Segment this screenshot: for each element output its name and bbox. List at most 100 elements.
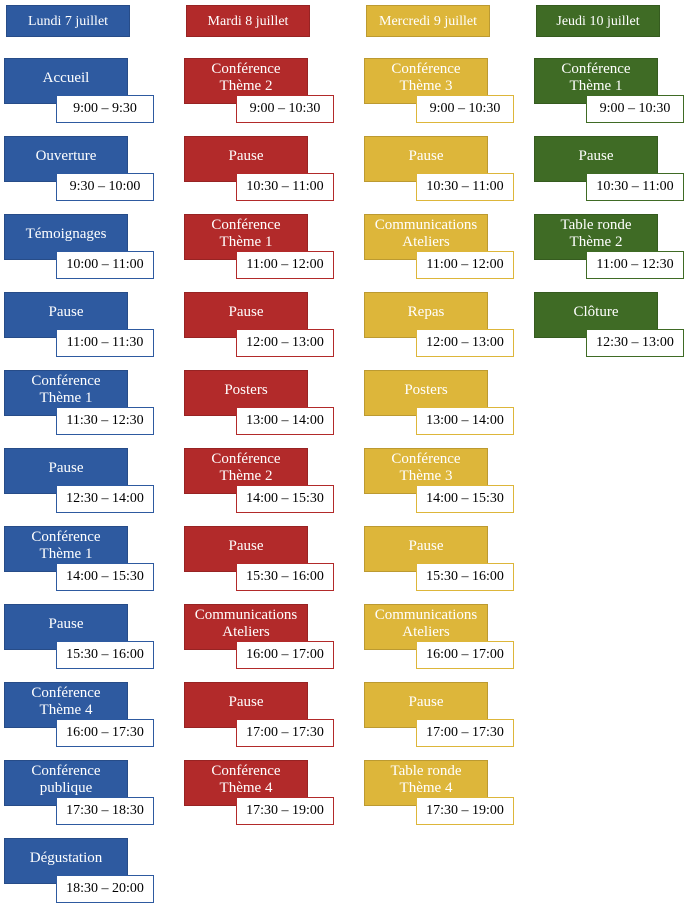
session-block: Conférence Thème 1 11:30 – 12:30 [4, 370, 184, 450]
session-time: 17:00 – 17:30 [416, 719, 514, 747]
session-block: Pause 12:00 – 13:00 [184, 292, 364, 372]
session-block: Conférence Thème 2 9:00 – 10:30 [184, 58, 364, 138]
session-time: 10:30 – 11:00 [416, 173, 514, 201]
session-time: 16:00 – 17:00 [416, 641, 514, 669]
session-block: Conférence Thème 2 14:00 – 15:30 [184, 448, 364, 528]
session-title-line: Thème 3 [399, 78, 453, 94]
session-time: 16:00 – 17:00 [236, 641, 334, 669]
session-title: Conférence publique [4, 760, 128, 806]
session-time: 13:00 – 14:00 [236, 407, 334, 435]
session-time: 12:00 – 13:00 [236, 329, 334, 357]
session-block: Clôture 12:30 – 13:00 [534, 292, 700, 372]
session-time: 14:00 – 15:30 [416, 485, 514, 513]
session-time: 12:30 – 13:00 [586, 329, 684, 357]
session-time: 9:00 – 10:30 [416, 95, 514, 123]
session-block: Communications Ateliers 16:00 – 17:00 [184, 604, 364, 684]
session-block: Posters 13:00 – 14:00 [184, 370, 364, 450]
session-title-line: Thème 2 [569, 234, 623, 250]
session-title-line: Pause [48, 303, 84, 320]
session-title-line: Pause [228, 147, 264, 164]
session-block: Repas 12:00 – 13:00 [364, 292, 544, 372]
session-title-line: Conférence [211, 451, 281, 467]
session-title-line: Ateliers [402, 234, 450, 250]
session-title-line: Thème 1 [39, 546, 93, 562]
session-title-line: Pause [578, 147, 614, 164]
session-time: 17:00 – 17:30 [236, 719, 334, 747]
day-column-jeudi: Jeudi 10 juillet Conférence Thème 1 9:00 – … [530, 0, 700, 910]
session-time: 15:30 – 16:00 [236, 563, 334, 591]
session-time: 17:30 – 19:00 [236, 797, 334, 825]
session-time: 9:30 – 10:00 [56, 173, 154, 201]
session-time: 11:00 – 11:30 [56, 329, 154, 357]
session-title-line: Accueil [42, 69, 90, 86]
session-time: 17:30 – 19:00 [416, 797, 514, 825]
session-title-line: Thème 1 [219, 234, 273, 250]
session-title-line: Thème 4 [219, 780, 273, 796]
session-title-line: Conférence [561, 61, 631, 77]
session-time: 9:00 – 9:30 [56, 95, 154, 123]
session-block: Conférence publique 17:30 – 18:30 [4, 760, 184, 840]
session-time: 11:00 – 12:30 [586, 251, 684, 279]
session-title-line: Communications [374, 607, 478, 623]
session-block: Conférence Thème 4 17:30 – 19:00 [184, 760, 364, 840]
session-block: Accueil 9:00 – 9:30 [4, 58, 184, 138]
session-title-line: Conférence [211, 763, 281, 779]
session-time: 18:30 – 20:00 [56, 875, 154, 903]
session-time: 11:00 – 12:00 [236, 251, 334, 279]
session-block: Conférence Thème 1 11:00 – 12:00 [184, 214, 364, 294]
session-block: Posters 13:00 – 14:00 [364, 370, 544, 450]
day-column-mercredi: Mercredi 9 juillet Conférence Thème 3 9:00 … [360, 0, 535, 910]
session-time: 9:00 – 10:30 [236, 95, 334, 123]
session-title-line: Communications [374, 217, 478, 233]
session-block: Pause 17:00 – 17:30 [184, 682, 364, 762]
session-block: Ouverture 9:30 – 10:00 [4, 136, 184, 216]
session-block: Conférence Thème 3 14:00 – 15:30 [364, 448, 544, 528]
session-title-line: Témoignages [25, 225, 107, 242]
day-header: Mercredi 9 juillet [366, 5, 490, 37]
session-title-line: Thème 4 [39, 702, 93, 718]
session-time: 10:30 – 11:00 [586, 173, 684, 201]
session-title-line: Conférence [31, 529, 101, 545]
session-title-line: Clôture [573, 303, 619, 320]
session-title-line: Posters [404, 381, 448, 398]
session-title-line: Ateliers [402, 624, 450, 640]
session-time: 12:30 – 14:00 [56, 485, 154, 513]
session-title-line: Conférence [31, 685, 101, 701]
session-block: Pause 12:30 – 14:00 [4, 448, 184, 528]
day-header: Jeudi 10 juillet [536, 5, 660, 37]
session-block: Dégustation 18:30 – 20:00 [4, 838, 184, 918]
session-title-line: Thème 4 [399, 780, 453, 796]
session-time: 11:00 – 12:00 [416, 251, 514, 279]
day-header: Lundi 7 juillet [6, 5, 130, 37]
session-title-line: Conférence [31, 763, 101, 779]
session-title-line: Ouverture [35, 147, 97, 164]
session-title-line: Pause [408, 537, 444, 554]
session-title-line: Pause [48, 615, 84, 632]
session-title-line: Pause [228, 537, 264, 554]
session-title-line: Table ronde [390, 763, 462, 779]
session-time: 9:00 – 10:30 [586, 95, 684, 123]
session-time: 10:30 – 11:00 [236, 173, 334, 201]
session-time: 12:00 – 13:00 [416, 329, 514, 357]
session-title-line: Conférence [391, 61, 461, 77]
session-time: 13:00 – 14:00 [416, 407, 514, 435]
session-time: 15:30 – 16:00 [416, 563, 514, 591]
session-title-line: Ateliers [222, 624, 270, 640]
session-block: Pause 17:00 – 17:30 [364, 682, 544, 762]
session-time: 16:00 – 17:30 [56, 719, 154, 747]
session-block: Pause 15:30 – 16:00 [364, 526, 544, 606]
session-block: Pause 10:30 – 11:00 [364, 136, 544, 216]
session-title-line: Thème 2 [219, 468, 273, 484]
session-block: Communications Ateliers 16:00 – 17:00 [364, 604, 544, 684]
session-time: 14:00 – 15:30 [236, 485, 334, 513]
session-title-line: Pause [408, 693, 444, 710]
session-time: 11:30 – 12:30 [56, 407, 154, 435]
day-column-lundi: Lundi 7 juillet Accueil 9:00 – 9:30 Ouvertu… [0, 0, 175, 910]
session-title-line: Repas [407, 303, 445, 320]
session-title-line: Pause [228, 303, 264, 320]
session-block: Conférence Thème 1 9:00 – 10:30 [534, 58, 700, 138]
session-block: Témoignages 10:00 – 11:00 [4, 214, 184, 294]
session-block: Pause 15:30 – 16:00 [4, 604, 184, 684]
session-title-line: Table ronde [560, 217, 632, 233]
session-block: Pause 11:00 – 11:30 [4, 292, 184, 372]
